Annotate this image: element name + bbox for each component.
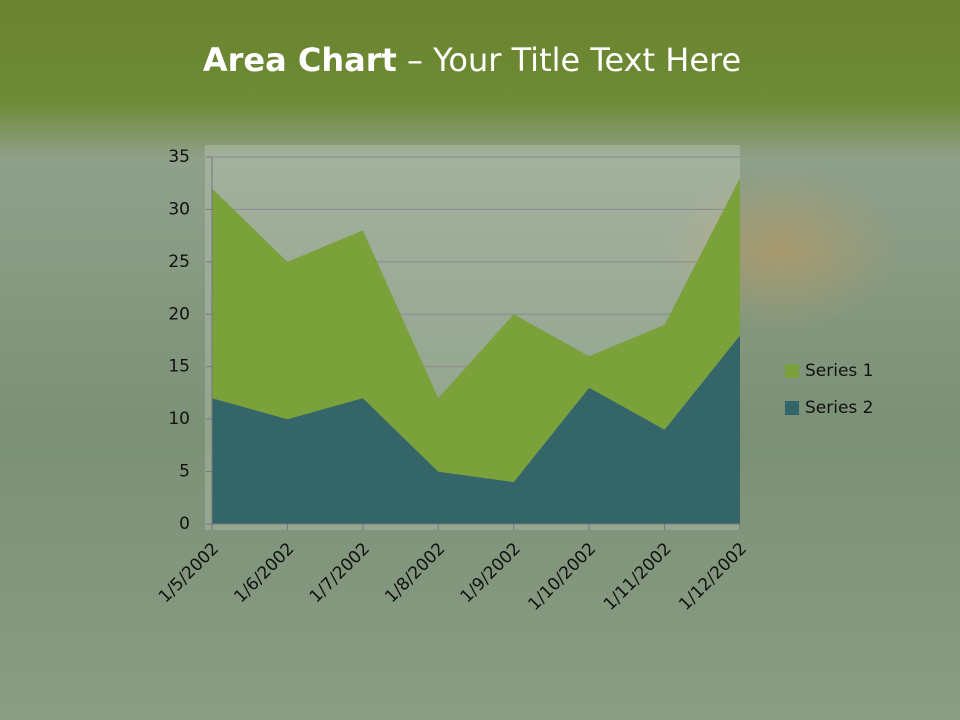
legend-swatch (785, 401, 799, 415)
title-rest: – Your Title Text Here (407, 41, 741, 79)
y-tick-label: 35 (168, 147, 190, 167)
chart-title: Area Chart – Your Title Text Here (203, 41, 741, 79)
y-tick-label: 0 (179, 514, 190, 534)
title-bold: Area Chart (203, 41, 397, 79)
area (212, 177, 740, 483)
y-tick-label: 20 (168, 304, 190, 324)
area (212, 335, 740, 524)
legend-label: Series 2 (805, 398, 874, 418)
y-tick-label: 10 (168, 409, 190, 429)
y-tick-label: 30 (168, 199, 190, 219)
y-tick-label: 15 (168, 357, 190, 377)
y-tick-label: 5 (179, 462, 190, 482)
legend-label: Series 1 (805, 361, 874, 381)
legend-swatch (785, 364, 799, 378)
y-tick-label: 25 (168, 252, 190, 272)
